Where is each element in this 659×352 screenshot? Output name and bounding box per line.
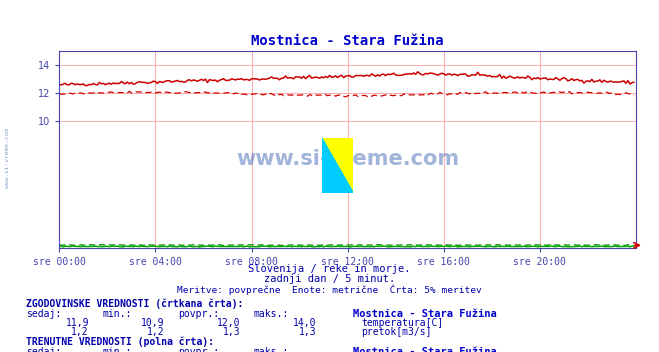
- Text: maks.:: maks.:: [254, 309, 289, 319]
- Text: Meritve: povprečne  Enote: metrične  Črta: 5% meritev: Meritve: povprečne Enote: metrične Črta:…: [177, 284, 482, 295]
- Text: 1,3: 1,3: [299, 327, 316, 337]
- Text: Slovenija / reke in morje.: Slovenija / reke in morje.: [248, 264, 411, 274]
- Text: min.:: min.:: [102, 347, 132, 352]
- Text: 11,9: 11,9: [65, 318, 89, 328]
- Text: Mostnica - Stara Fužina: Mostnica - Stara Fužina: [353, 347, 496, 352]
- Text: 12,0: 12,0: [217, 318, 241, 328]
- Title: Mostnica - Stara Fužina: Mostnica - Stara Fužina: [251, 34, 444, 49]
- Text: 10,9: 10,9: [141, 318, 165, 328]
- Text: www.si-vreme.com: www.si-vreme.com: [236, 150, 459, 169]
- Text: ZGODOVINSKE VREDNOSTI (črtkana črta):: ZGODOVINSKE VREDNOSTI (črtkana črta):: [26, 298, 244, 309]
- Text: 1,3: 1,3: [223, 327, 241, 337]
- Text: maks.:: maks.:: [254, 347, 289, 352]
- Text: sedaj:: sedaj:: [26, 309, 61, 319]
- Text: temperatura[C]: temperatura[C]: [361, 318, 444, 328]
- Text: sedaj:: sedaj:: [26, 347, 61, 352]
- Text: min.:: min.:: [102, 309, 132, 319]
- Text: povpr.:: povpr.:: [178, 309, 219, 319]
- Text: povpr.:: povpr.:: [178, 347, 219, 352]
- Text: pretok[m3/s]: pretok[m3/s]: [361, 327, 432, 337]
- Text: 14,0: 14,0: [293, 318, 316, 328]
- Text: 1,2: 1,2: [71, 327, 89, 337]
- Text: www.si-vreme.com: www.si-vreme.com: [5, 128, 11, 188]
- Text: TRENUTNE VREDNOSTI (polna črta):: TRENUTNE VREDNOSTI (polna črta):: [26, 337, 214, 347]
- Text: Mostnica - Stara Fužina: Mostnica - Stara Fužina: [353, 309, 496, 319]
- Text: 1,2: 1,2: [147, 327, 165, 337]
- Text: zadnji dan / 5 minut.: zadnji dan / 5 minut.: [264, 274, 395, 284]
